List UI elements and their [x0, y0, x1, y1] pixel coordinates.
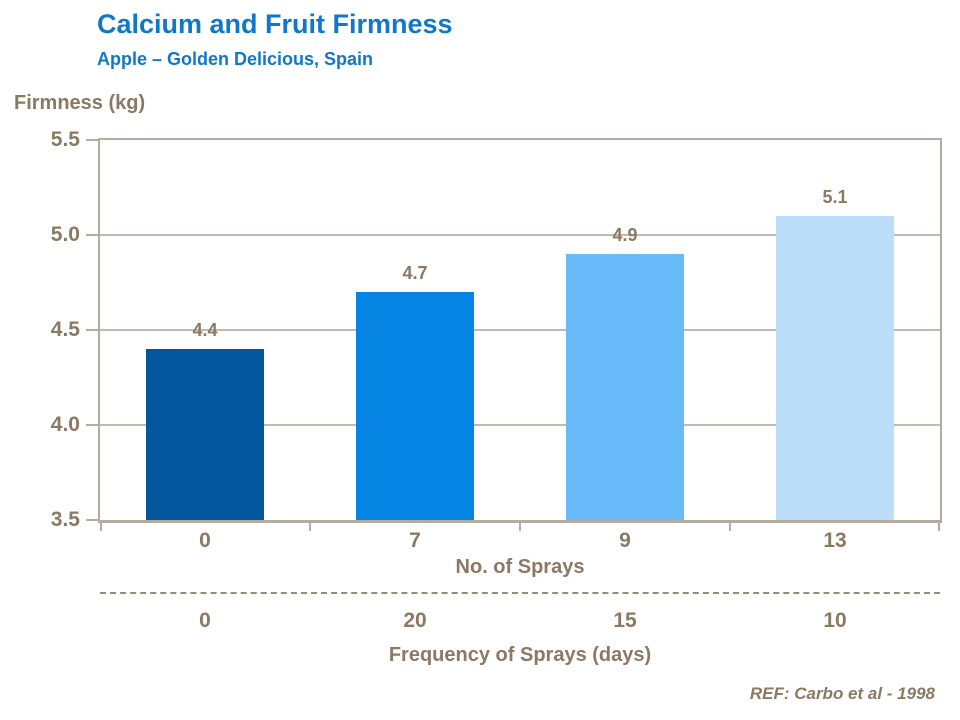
x-tick-label: 0: [199, 529, 211, 552]
y-axis-tick: [86, 519, 100, 521]
y-axis-tick: [86, 424, 100, 426]
x-axis-tick: [100, 523, 102, 531]
x-axis-tick: [519, 523, 521, 531]
bar-value-label: 4.4: [192, 320, 218, 340]
bar-value-label: 4.7: [402, 263, 428, 283]
plot-area: 5.5 5.0 4.5 4.0 3.5 4.4 4.7 4.9 5.1: [51, 128, 942, 531]
x-axis-tick: [938, 523, 940, 531]
y-axis-title: Firmness (kg): [14, 92, 146, 114]
bar-sprays-7: [356, 292, 474, 520]
x-tick-labels: 0 7 9 13: [100, 529, 940, 553]
y-tick-label: 5.0: [50, 223, 80, 246]
x-tick-label: 7: [409, 529, 421, 552]
x-tick-label: 13: [823, 529, 847, 552]
y-tick-label: 4.5: [50, 318, 80, 341]
secondary-axis-title: Frequency of Sprays (days): [388, 644, 652, 666]
y-axis-tick: [86, 234, 100, 236]
x-axis-title: No. of Sprays: [455, 556, 585, 578]
gridline: [100, 329, 940, 331]
bar-value-label: 4.9: [612, 225, 638, 245]
reference-text: REF: Carbo et al - 1998: [749, 684, 935, 703]
bar-sprays-13: [776, 216, 894, 520]
gridline: [100, 424, 940, 426]
y-tick-label: 3.5: [50, 508, 80, 531]
chart-subtitle: Apple – Golden Delicious, Spain: [97, 49, 374, 69]
gridline: [100, 234, 940, 236]
secondary-tick-label: 10: [823, 609, 847, 632]
bar-value-label: 5.1: [822, 187, 848, 207]
secondary-tick-label: 20: [403, 609, 427, 632]
secondary-tick-labels: 0 20 15 10: [100, 609, 940, 633]
dashed-divider: [100, 592, 940, 594]
bar-sprays-0: [146, 349, 264, 520]
x-axis-tick: [309, 523, 311, 531]
secondary-tick-label: 15: [613, 609, 637, 632]
y-tick-label: 5.5: [50, 128, 80, 151]
y-axis-tick: [86, 139, 100, 141]
y-tick-label: 4.0: [50, 413, 80, 436]
chart-title: Calcium and Fruit Firmness: [97, 9, 453, 39]
x-axis-tick: [729, 523, 731, 531]
secondary-tick-label: 0: [199, 609, 211, 632]
y-axis-tick: [86, 329, 100, 331]
bar-sprays-9: [566, 254, 684, 520]
x-tick-label: 9: [619, 529, 631, 552]
